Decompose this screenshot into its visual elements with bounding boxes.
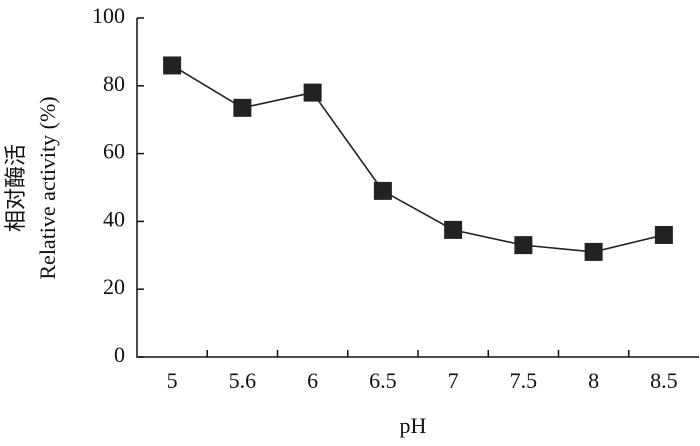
x-tick-label: 6.5 bbox=[369, 368, 397, 393]
x-tick-label: 8 bbox=[588, 368, 599, 393]
y-axis-label: Relative activity (%) bbox=[35, 96, 60, 279]
data-line bbox=[171, 64, 665, 253]
y-axis-label: 相对酶活 bbox=[3, 144, 28, 232]
x-tick-label: 5.6 bbox=[229, 368, 257, 393]
marker bbox=[584, 242, 603, 261]
y-tick-label: 100 bbox=[92, 3, 125, 28]
marker bbox=[444, 220, 463, 239]
marker bbox=[373, 181, 392, 200]
marker bbox=[163, 56, 182, 75]
y-tick-label: 0 bbox=[114, 342, 125, 367]
y-tick-label: 40 bbox=[103, 206, 125, 231]
marker bbox=[514, 236, 533, 255]
x-tick-label: 5 bbox=[167, 368, 178, 393]
y-tick-label: 60 bbox=[103, 139, 125, 164]
x-tick-label: 8.5 bbox=[650, 368, 678, 393]
x-tick-label: 7 bbox=[448, 368, 459, 393]
y-tick-label: 80 bbox=[103, 71, 125, 96]
x-axis-label: pH bbox=[400, 413, 427, 438]
x-tick-label: 6 bbox=[307, 368, 318, 393]
x-tick-label: 7.5 bbox=[510, 368, 538, 393]
axes bbox=[136, 18, 699, 358]
y-tick-label: 20 bbox=[103, 274, 125, 299]
marker bbox=[303, 83, 322, 102]
marker bbox=[654, 225, 673, 244]
marker bbox=[233, 98, 252, 117]
